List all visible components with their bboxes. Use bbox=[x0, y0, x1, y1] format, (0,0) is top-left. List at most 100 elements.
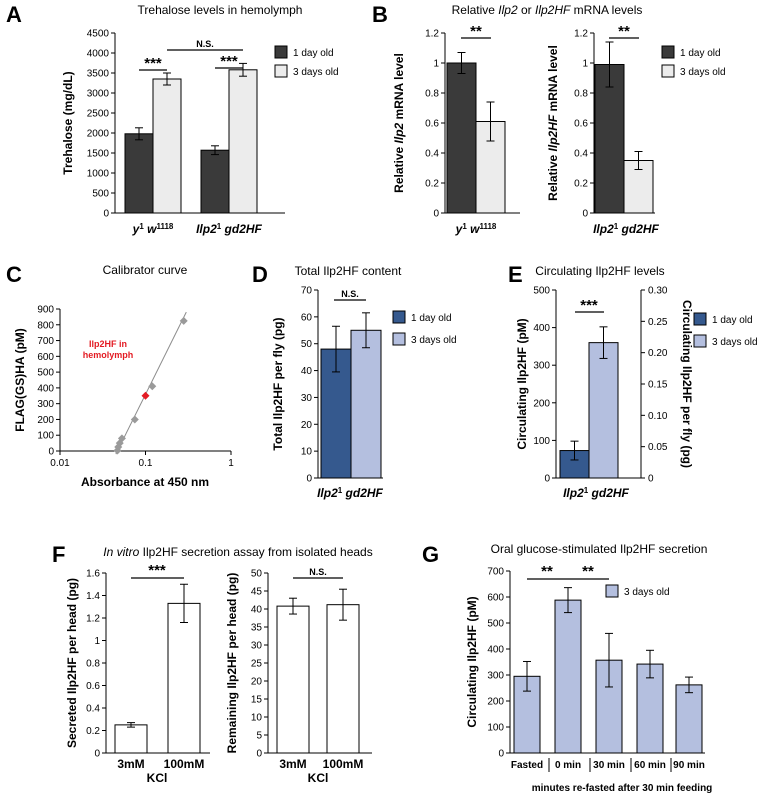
x-category-label: Ilp21 gd2HF bbox=[196, 222, 262, 237]
panel-letter-d: D bbox=[252, 262, 268, 287]
legend-label: 3 days old bbox=[712, 337, 758, 348]
y-tick-label: 0.4 bbox=[574, 149, 588, 160]
y-tick-label: 400 bbox=[533, 323, 550, 334]
y-tick-label: 0.10 bbox=[648, 411, 668, 422]
y-tick-label: 0 bbox=[648, 474, 654, 485]
bar bbox=[152, 78, 182, 214]
y-tick-label: 1 bbox=[94, 636, 100, 647]
y-tick-label: 0.8 bbox=[574, 89, 588, 100]
annotation-label: hemolymph bbox=[83, 350, 134, 360]
x-category-label: 100mM bbox=[323, 757, 364, 771]
panel-C: C Calibrator curve 0 100 200 300 400 500 600 700… bbox=[6, 262, 234, 489]
y-tick-label: 400 bbox=[37, 383, 54, 394]
y-tick-label: 2000 bbox=[87, 129, 110, 140]
y-tick-label: 0.2 bbox=[425, 179, 439, 190]
y-tick-label: 2500 bbox=[87, 109, 110, 120]
y-axis-label: Relative Ilp2HF mRNA level bbox=[546, 45, 560, 201]
chart-title: Calibrator curve bbox=[103, 263, 188, 277]
y-axis-label: Trehalose (mg/dL) bbox=[61, 71, 75, 174]
x-axis-label: minutes re-fasted after 30 min feeding bbox=[532, 783, 713, 794]
y-tick-label: 600 bbox=[37, 352, 54, 363]
y-tick-label: 30 bbox=[301, 393, 313, 404]
y-tick-label: 700 bbox=[487, 567, 504, 578]
y-tick-label: 500 bbox=[533, 286, 550, 297]
significance-marker: ** bbox=[470, 23, 482, 40]
y-tick-label: 300 bbox=[533, 361, 550, 372]
legend-label: 1 day old bbox=[411, 313, 452, 324]
panel-A: A Trehalose levels in hemolymph 0 500 1000 1… bbox=[6, 2, 339, 236]
bar bbox=[446, 62, 477, 214]
x-category-label: y1 w1118 bbox=[132, 222, 174, 237]
y-tick-label: 0 bbox=[48, 447, 54, 458]
legend-label: 1 day old bbox=[680, 48, 721, 59]
y-tick-label: 40 bbox=[301, 366, 313, 377]
data-point bbox=[130, 415, 139, 424]
legend-swatch bbox=[605, 584, 619, 598]
x-category-label: 90 min bbox=[673, 760, 705, 771]
panel-letter-a: A bbox=[6, 2, 22, 27]
legend-swatch bbox=[693, 334, 707, 348]
legend-label: 1 day old bbox=[293, 48, 334, 59]
highlight-point bbox=[141, 391, 150, 400]
data-point bbox=[179, 316, 188, 325]
y-tick-label: 0.4 bbox=[425, 149, 439, 160]
x-tick-label: 1 bbox=[228, 458, 234, 469]
annotation-label: Ilp2HF in bbox=[89, 339, 127, 349]
y-tick-label: 200 bbox=[533, 398, 550, 409]
y-tick-label: 100 bbox=[37, 431, 54, 442]
chart-title: Circulating Ilp2HF levels bbox=[535, 264, 664, 278]
y-tick-label: 0.6 bbox=[425, 119, 439, 130]
fit-line bbox=[115, 311, 187, 455]
y2-axis-label: Circulating Ilp2HF per fly (pg) bbox=[680, 300, 694, 468]
y-tick-label: 300 bbox=[487, 671, 504, 682]
y-tick-label: 100 bbox=[487, 723, 504, 734]
bar bbox=[228, 69, 258, 214]
y-tick-label: 0.6 bbox=[86, 681, 100, 692]
y-tick-label: 0 bbox=[582, 209, 588, 220]
y-tick-label: 500 bbox=[487, 619, 504, 630]
y-tick-label: 0.8 bbox=[86, 659, 100, 670]
significance-marker: ** bbox=[582, 563, 594, 580]
panel-letter-b: B bbox=[372, 2, 388, 27]
y-tick-label: 0.25 bbox=[648, 317, 668, 328]
y-tick-label: 40 bbox=[251, 605, 263, 616]
significance-marker: N.S. bbox=[341, 289, 359, 299]
y-tick-label: 1.2 bbox=[425, 29, 439, 40]
panel-letter-c: C bbox=[6, 262, 22, 287]
y-tick-label: 10 bbox=[301, 447, 313, 458]
y-axis-label: Total Ilp2HF per fly (pg) bbox=[271, 317, 285, 450]
bar bbox=[167, 602, 201, 754]
bar bbox=[276, 605, 310, 754]
y-tick-label: 45 bbox=[251, 587, 263, 598]
y-tick-label: 600 bbox=[487, 593, 504, 604]
significance-marker: N.S. bbox=[196, 39, 214, 49]
x-category-label: 3mM bbox=[117, 757, 144, 771]
legend-label: 3 days old bbox=[624, 587, 670, 598]
y-tick-label: 0 bbox=[544, 474, 550, 485]
legend-swatch bbox=[392, 310, 406, 324]
x-axis-label: KCl bbox=[147, 771, 168, 785]
y-tick-label: 800 bbox=[37, 320, 54, 331]
y-tick-label: 200 bbox=[487, 697, 504, 708]
y-tick-label: 0.6 bbox=[574, 119, 588, 130]
y-tick-label: 1000 bbox=[87, 169, 110, 180]
y-tick-label: 20 bbox=[301, 420, 313, 431]
panel-B: B Relative Ilp2 or Ilp2HF mRNA levels 0 0.… bbox=[372, 2, 726, 236]
y-tick-label: 0 bbox=[94, 749, 100, 760]
legend-swatch bbox=[274, 45, 288, 59]
panel-letter-g: G bbox=[422, 542, 439, 567]
y-tick-label: 1.2 bbox=[574, 29, 588, 40]
y-axis-label: Relative Ilp2 mRNA level bbox=[392, 53, 406, 193]
y-tick-label: 20 bbox=[251, 677, 263, 688]
y-axis-label: Secreted Ilp2HF per head (pg) bbox=[65, 578, 79, 748]
bar bbox=[636, 663, 664, 754]
y-tick-label: 1 bbox=[582, 59, 588, 70]
y-tick-label: 0 bbox=[306, 474, 312, 485]
legend-label: 1 day old bbox=[712, 315, 753, 326]
chart-title: Total Ilp2HF content bbox=[295, 264, 402, 278]
y-tick-label: 400 bbox=[487, 645, 504, 656]
panel-E: E Circulating Ilp2HF levels 0 100 200 300 400… bbox=[508, 262, 758, 500]
y-tick-label: 70 bbox=[301, 286, 313, 297]
legend-label: 3 days old bbox=[293, 67, 339, 78]
